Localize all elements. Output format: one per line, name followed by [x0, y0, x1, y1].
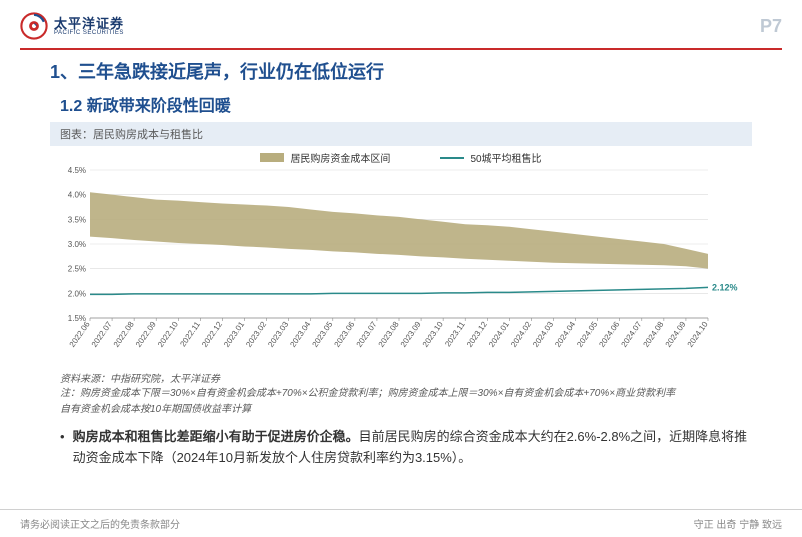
legend-label-line: 50城平均租售比: [470, 150, 541, 165]
svg-text:2023.10: 2023.10: [421, 320, 445, 349]
svg-text:2022.10: 2022.10: [156, 320, 180, 349]
chart-svg: 1.5%2.0%2.5%3.0%3.5%4.0%4.5%2.12%2022.06…: [50, 148, 752, 366]
svg-text:2024.01: 2024.01: [487, 320, 511, 349]
svg-text:2023.02: 2023.02: [244, 320, 268, 349]
bullet-text: 购房成本和租售比差距缩小有助于促进房价企稳。目前居民购房的综合资金成本大约在2.…: [73, 427, 752, 469]
svg-text:2022.11: 2022.11: [178, 320, 202, 349]
chart-container: 居民购房资金成本区间 50城平均租售比 1.5%2.0%2.5%3.0%3.5%…: [50, 148, 752, 366]
svg-text:2024.10: 2024.10: [686, 320, 710, 349]
bullet-lead: 购房成本和租售比差距缩小有助于促进房价企稳。: [73, 429, 359, 444]
svg-text:2023.11: 2023.11: [443, 320, 467, 349]
page-header: 太平洋证券 PACIFIC SECURITIES P7: [0, 0, 802, 48]
page-footer: 请务必阅读正文之后的免责条款部分 守正 出奇 宁静 致远: [0, 509, 802, 537]
svg-text:2022.09: 2022.09: [134, 320, 158, 349]
page-number: P7: [760, 16, 782, 37]
svg-text:3.0%: 3.0%: [68, 240, 86, 249]
svg-text:2022.12: 2022.12: [200, 320, 224, 349]
section-subtitle: 1.2 新政带来阶段性回暖: [0, 86, 802, 122]
svg-text:2024.02: 2024.02: [509, 320, 533, 349]
svg-text:2023.12: 2023.12: [465, 320, 489, 349]
footer-disclaimer: 请务必阅读正文之后的免责条款部分: [20, 516, 180, 531]
legend-swatch-area: [260, 153, 284, 162]
section-title: 1、三年急跌接近尾声，行业仍在低位运行: [0, 50, 802, 86]
legend-swatch-line: [440, 157, 464, 159]
svg-text:3.5%: 3.5%: [68, 215, 86, 224]
chart-caption: 图表：居民购房成本与租售比: [50, 122, 752, 146]
svg-text:4.0%: 4.0%: [68, 191, 86, 200]
svg-text:2023.07: 2023.07: [355, 320, 379, 349]
chart-legend: 居民购房资金成本区间 50城平均租售比: [50, 150, 752, 165]
svg-text:2023.06: 2023.06: [333, 320, 357, 349]
svg-text:2.0%: 2.0%: [68, 289, 86, 298]
body-bullet: • 购房成本和租售比差距缩小有助于促进房价企稳。目前居民购房的综合资金成本大约在…: [60, 427, 752, 469]
svg-text:4.5%: 4.5%: [68, 166, 86, 175]
svg-text:2023.03: 2023.03: [266, 320, 290, 349]
brand-name-en: PACIFIC SECURITIES: [54, 30, 124, 36]
svg-text:2022.06: 2022.06: [68, 320, 92, 349]
svg-text:2024.06: 2024.06: [597, 320, 621, 349]
svg-text:2.5%: 2.5%: [68, 265, 86, 274]
svg-text:2023.08: 2023.08: [377, 320, 401, 349]
svg-text:2023.05: 2023.05: [310, 320, 334, 349]
brand-name-cn: 太平洋证券: [54, 17, 124, 30]
pacific-logo-icon: [20, 12, 48, 40]
svg-text:2023.09: 2023.09: [399, 320, 423, 349]
legend-item-area: 居民购房资金成本区间: [260, 150, 390, 165]
bullet-marker: •: [60, 427, 65, 469]
svg-text:2024.03: 2024.03: [531, 320, 555, 349]
svg-text:2023.01: 2023.01: [222, 320, 246, 349]
svg-text:2024.09: 2024.09: [664, 320, 688, 349]
svg-text:2.12%: 2.12%: [712, 282, 738, 292]
chart-note-1: 注：购房资金成本下限＝30%×自有资金机会成本+70%×公积金贷款利率；购房资金…: [60, 387, 752, 401]
svg-text:2024.07: 2024.07: [619, 320, 643, 349]
legend-label-area: 居民购房资金成本区间: [290, 150, 390, 165]
brand-logo: 太平洋证券 PACIFIC SECURITIES: [20, 12, 124, 40]
svg-text:2022.08: 2022.08: [112, 320, 136, 349]
brand-logo-text: 太平洋证券 PACIFIC SECURITIES: [54, 17, 124, 36]
svg-text:2024.04: 2024.04: [553, 320, 577, 349]
svg-text:2022.07: 2022.07: [90, 320, 114, 349]
svg-text:2024.05: 2024.05: [575, 320, 599, 349]
chart-source: 资料来源：中指研究院，太平洋证券: [60, 370, 752, 385]
svg-text:2023.04: 2023.04: [288, 320, 312, 349]
chart-note-2: 自有资金机会成本按10年期国债收益率计算: [60, 403, 752, 417]
footer-motto: 守正 出奇 宁静 致远: [694, 516, 782, 531]
svg-text:2024.08: 2024.08: [642, 320, 666, 349]
legend-item-line: 50城平均租售比: [440, 150, 541, 165]
